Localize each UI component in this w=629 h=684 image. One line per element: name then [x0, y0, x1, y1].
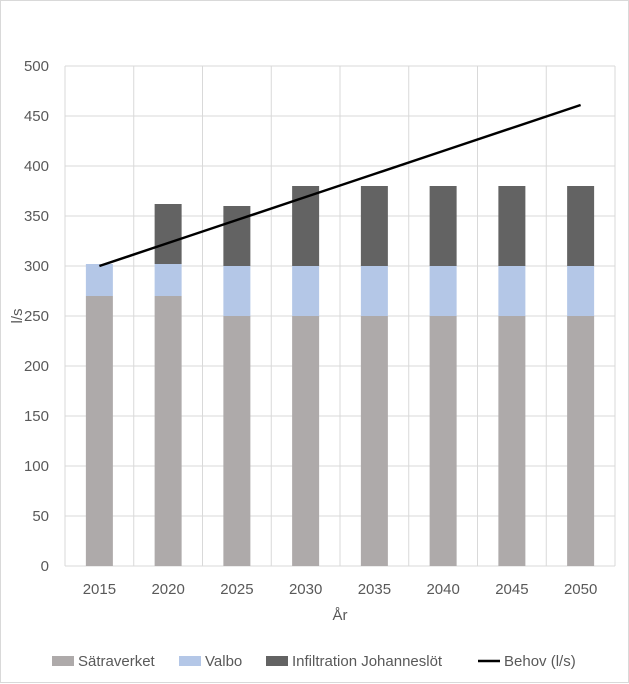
y-tick-label: 400: [24, 158, 49, 175]
x-tick-label: 2040: [426, 581, 459, 598]
y-tick-label: 50: [32, 508, 49, 525]
x-tick-label: 2020: [151, 581, 184, 598]
x-axis-ticks: 2015 2020 2025 2030 2035 2040 2045 2050: [83, 581, 598, 598]
bar-segment: [360, 266, 388, 316]
bar-segment: [292, 316, 320, 566]
legend-label: Behov (l/s): [504, 653, 576, 670]
x-tick-label: 2025: [220, 581, 253, 598]
bar-segment: [85, 264, 113, 296]
y-tick-label: 450: [24, 108, 49, 125]
bar-segment: [360, 316, 388, 566]
legend-swatch: [179, 656, 201, 666]
legend-swatch: [52, 656, 74, 666]
bar-segment: [223, 206, 251, 266]
bar-segment: [429, 316, 457, 566]
legend-label: Sätraverket: [78, 653, 156, 670]
x-axis-title: År: [333, 607, 348, 624]
x-tick-label: 2015: [83, 581, 116, 598]
y-axis-ticks: 0 50 100 150 200 250 300 350 400 450 500: [24, 58, 49, 575]
bar-segment: [498, 186, 526, 266]
legend-label: Infiltration Johanneslöt: [292, 653, 443, 670]
y-axis-title: l/s: [9, 309, 26, 324]
bar-segment: [223, 316, 251, 566]
y-tick-label: 250: [24, 308, 49, 325]
bar-segment: [498, 266, 526, 316]
y-tick-label: 300: [24, 258, 49, 275]
y-tick-label: 200: [24, 358, 49, 375]
legend: Sätraverket Valbo Infiltration Johanneslöt…: [52, 653, 576, 670]
y-tick-label: 350: [24, 208, 49, 225]
bar-segment: [498, 316, 526, 566]
bar-segment: [85, 296, 113, 566]
y-tick-label: 0: [41, 558, 49, 575]
bar-segment: [360, 186, 388, 266]
bar-segment: [567, 316, 595, 566]
bar-segment: [567, 186, 595, 266]
x-tick-label: 2030: [289, 581, 322, 598]
y-tick-label: 100: [24, 458, 49, 475]
behov-line: [98, 103, 582, 268]
x-tick-label: 2035: [358, 581, 391, 598]
legend-swatch: [266, 656, 288, 666]
bar-series: [85, 186, 595, 566]
legend-label: Valbo: [205, 653, 242, 670]
x-tick-label: 2045: [495, 581, 528, 598]
y-tick-label: 500: [24, 58, 49, 75]
bar-segment: [154, 204, 182, 264]
bar-segment: [429, 266, 457, 316]
bar-segment: [292, 266, 320, 316]
y-tick-label: 150: [24, 408, 49, 425]
bar-segment: [154, 296, 182, 566]
bar-segment: [223, 266, 251, 316]
x-tick-label: 2050: [564, 581, 597, 598]
bar-segment: [567, 266, 595, 316]
line-series: [98, 103, 582, 268]
gridlines: [64, 65, 616, 567]
bar-segment: [154, 264, 182, 296]
bar-segment: [429, 186, 457, 266]
